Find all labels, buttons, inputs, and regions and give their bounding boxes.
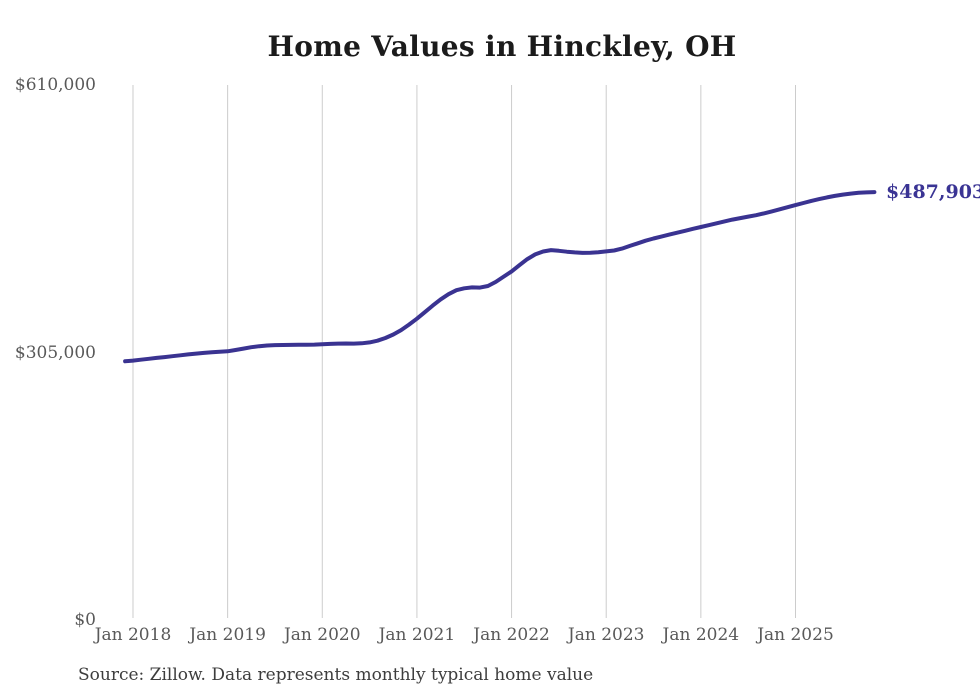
x-tick-label: Jan 2021 (378, 625, 456, 645)
x-tick-label: Jan 2025 (757, 625, 834, 645)
y-tick-label: $305,000 (14, 342, 96, 363)
home-value-line (123, 190, 877, 364)
end-value-label: $487,903 (886, 181, 980, 204)
y-tick-label: $0 (74, 610, 96, 630)
x-tick-label: Jan 2023 (567, 625, 645, 645)
x-tick-label: Jan 2019 (189, 625, 266, 645)
x-tick-label: Jan 2020 (283, 625, 361, 645)
x-tick-label: Jan 2022 (473, 625, 550, 645)
x-tick-label: Jan 2018 (94, 625, 172, 645)
source-note: Source: Zillow. Data represents monthly … (78, 665, 594, 685)
y-tick-label: $610,000 (14, 75, 96, 95)
chart-title: Home Values in Hinckley, OH (267, 30, 737, 63)
x-tick-label: Jan 2024 (662, 625, 740, 645)
